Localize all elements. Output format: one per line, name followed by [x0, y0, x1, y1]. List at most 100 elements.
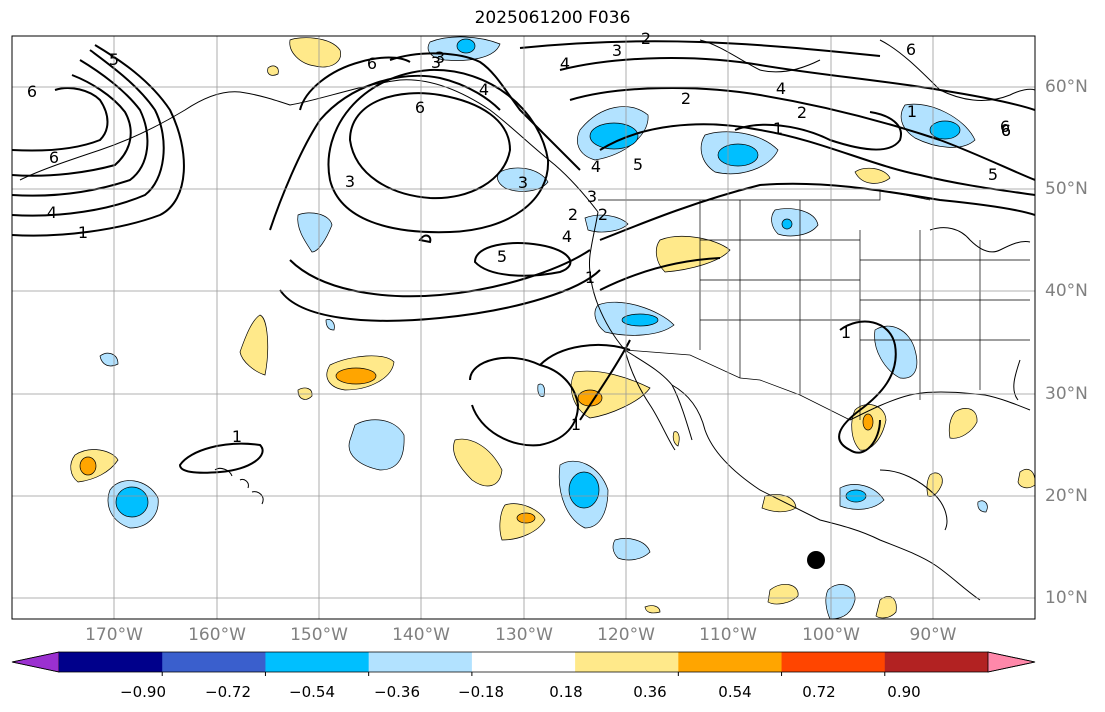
contour-label: 1	[841, 323, 851, 342]
contour-label: 2	[641, 29, 651, 48]
shade-neg-17	[99, 352, 119, 367]
coast-greatlakes	[929, 227, 1031, 253]
colorbar-segment	[884, 652, 989, 672]
colorbar-tick-label: 0.54	[718, 683, 752, 701]
lon-label: 90°W	[909, 625, 957, 645]
shade-pos-1	[239, 314, 269, 376]
shade-pos-top	[289, 37, 342, 68]
contour-label: 6	[1001, 121, 1011, 140]
contour-gulf-2	[289, 249, 591, 298]
contour-label: 5	[988, 165, 998, 184]
coast-west-us	[589, 211, 693, 441]
colorbar-segment	[265, 652, 370, 672]
shade-neg-11	[348, 419, 405, 471]
shade-pos-19	[672, 431, 680, 447]
contour-label: 2	[797, 103, 807, 122]
coast-florida	[1013, 359, 1021, 401]
contour-label: 4	[479, 80, 489, 99]
contour-label: 3	[431, 53, 441, 72]
contour-west-1	[12, 44, 185, 237]
colorbar-tick-label: 0.18	[549, 683, 583, 701]
contour-low-2	[327, 68, 550, 234]
contour-label: 3	[612, 41, 622, 60]
location-marker	[807, 551, 825, 569]
shade-neg-4-core	[929, 120, 961, 140]
contour-east-4	[519, 40, 881, 57]
contour-label: 6	[1000, 117, 1010, 136]
contour-pac-3	[579, 339, 631, 421]
coast-baja	[624, 349, 676, 451]
contour-gulf-1	[269, 74, 501, 231]
lat-label: 10°N	[1045, 588, 1088, 608]
colorbar-tick-label: −0.36	[374, 683, 420, 701]
contour-label: 1	[585, 268, 595, 287]
contour-label: 3	[518, 173, 528, 192]
contour-label: 2	[598, 205, 608, 224]
shade-neg-9-core	[621, 313, 659, 327]
shade-neg-3-core	[717, 143, 759, 167]
coast-alaska	[19, 79, 599, 213]
lat-label: 20°N	[1045, 486, 1088, 506]
contour-west-4	[12, 74, 132, 177]
lat-label: 30°N	[1045, 384, 1088, 404]
lon-label: 160°W	[188, 625, 246, 645]
contour-label: 6	[415, 98, 425, 117]
contour-label: 6	[367, 54, 377, 73]
shade-pos-16	[1017, 469, 1035, 489]
contour-south-1	[599, 257, 721, 291]
contour-label: 1	[907, 102, 917, 121]
lat-label: 60°N	[1045, 77, 1088, 97]
grid-lines	[12, 36, 1035, 619]
contour-label: 6	[906, 40, 916, 59]
shade-neg-13-core	[115, 486, 149, 518]
contour-inner-1	[389, 52, 581, 171]
contour-east-5	[734, 111, 902, 151]
contour-label: 4	[591, 157, 601, 176]
contour-label: 2	[681, 89, 691, 108]
states-grid	[699, 200, 1030, 420]
contour-pac-2	[539, 344, 631, 366]
shade-neg-18	[537, 383, 545, 397]
shade-neg-16	[825, 584, 856, 619]
coastlines	[19, 39, 1035, 601]
contour-low-3	[473, 242, 572, 277]
map-frame	[11, 35, 1036, 620]
contour-gulf-3	[279, 269, 601, 322]
colorbar-segment	[781, 652, 886, 672]
coast-mexico	[671, 384, 981, 601]
colorbar-segment	[678, 652, 783, 672]
contour-label: 4	[776, 79, 786, 98]
contour-label: 6	[27, 82, 37, 101]
lat-label: 40°N	[1045, 281, 1088, 301]
lon-label: 120°W	[597, 625, 655, 645]
shade-neg-7	[771, 208, 819, 237]
contour-loop-tx	[838, 320, 897, 454]
contour-label: 6	[49, 148, 59, 167]
border-us-mexico	[624, 349, 851, 421]
lon-label: 150°W	[290, 625, 348, 645]
shade-neg-14	[612, 538, 651, 561]
contour-inner-2	[299, 56, 411, 111]
contour-pac-1	[469, 356, 580, 447]
contour-west-5	[12, 87, 109, 152]
lon-label: 110°W	[699, 625, 757, 645]
map-title: 2025061200 F036	[474, 8, 631, 28]
shade-neg-7-core	[781, 218, 793, 230]
coast-yucatan	[879, 469, 948, 531]
contour-label: 4	[562, 227, 572, 246]
contour-label: 6	[1001, 121, 1011, 140]
colorbar-extend-min	[11, 651, 60, 673]
contour-west-2	[12, 49, 165, 217]
colorbar-extend-max	[987, 651, 1036, 673]
contour-label: 1	[78, 223, 88, 242]
shade-pos-18	[267, 65, 279, 76]
colorbar-segment	[368, 652, 473, 672]
contour-low-4	[418, 234, 432, 244]
shade-neg-1-core	[456, 38, 476, 54]
colorbar-tick-label: 0.90	[887, 683, 921, 701]
shade-pos-7-core	[79, 456, 97, 476]
contour-low	[348, 92, 512, 200]
shade-pos-17	[644, 605, 661, 614]
colorbar-tick-label: −0.90	[120, 683, 166, 701]
